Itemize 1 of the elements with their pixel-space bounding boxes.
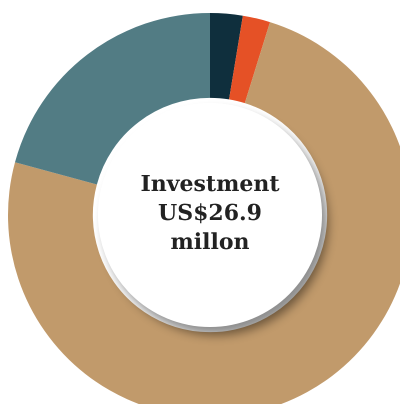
text: Investment US$26.9 millon [139, 170, 281, 257]
